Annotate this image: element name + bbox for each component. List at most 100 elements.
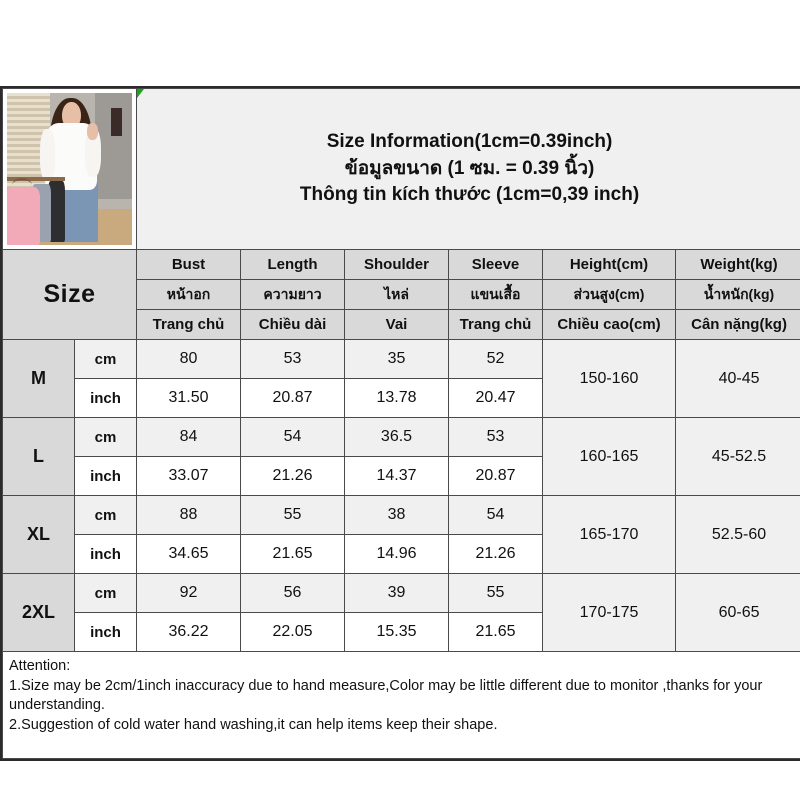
m-length-cm: 53	[240, 339, 345, 379]
header-weight-en: Weight(kg)	[674, 249, 800, 280]
title-line-vietnamese: Thông tin kích thước (1cm=0,39 inch)	[299, 184, 640, 206]
2xl-shoulder-cm: 39	[344, 573, 449, 613]
photo-hanger	[12, 178, 32, 192]
size-label-l: L	[2, 417, 75, 496]
unit-inch-l: inch	[74, 456, 137, 496]
header-bust-vi: Trang chủ	[136, 309, 241, 340]
product-photo	[7, 93, 132, 245]
m-height: 150-160	[542, 339, 676, 418]
unit-inch-2xl: inch	[74, 612, 137, 652]
unit-cm-2xl: cm	[74, 573, 137, 613]
title-line-english: Size Information(1cm=0.39inch)	[326, 130, 613, 152]
l-bust-inch: 33.07	[136, 456, 241, 496]
xl-bust-cm: 88	[136, 495, 241, 535]
table-row: L cm 84 54 36.5 53 160-165 45-52.5	[2, 417, 800, 496]
m-sleeve-cm: 52	[448, 339, 543, 379]
m-bust-cm: 80	[136, 339, 241, 379]
title-line-thai: ข้อมูลขนาด (1 ซม. = 0.39 นิ้ว)	[344, 157, 595, 179]
table-row: M cm 80 53 35 52 150-160 40-45	[2, 339, 800, 418]
photo-garment-black	[48, 181, 65, 242]
attention-heading: Attention:	[9, 658, 71, 674]
2xl-weight: 60-65	[674, 573, 800, 652]
size-label-xl: XL	[2, 495, 75, 574]
photo-model-jeans	[63, 181, 99, 242]
title-cell: Size Information(1cm=0.39inch) ข้อมูลขนา…	[135, 88, 800, 250]
xl-shoulder-inch: 14.96	[344, 534, 449, 574]
title-block: Size Information(1cm=0.39inch) ข้อมูลขนา…	[147, 129, 792, 210]
size-chart-frame: Size Information(1cm=0.39inch) ข้อมูลขนา…	[0, 86, 800, 761]
header-height-en: Height(cm)	[542, 249, 676, 280]
2xl-sleeve-inch: 21.65	[448, 612, 543, 652]
l-weight: 45-52.5	[674, 417, 800, 496]
header-bust-th: หน้าอก	[136, 279, 241, 310]
header-sleeve-th: แขนเสื้อ	[448, 279, 543, 310]
xl-length-inch: 21.65	[240, 534, 345, 574]
l-height: 160-165	[542, 417, 676, 496]
2xl-length-cm: 56	[240, 573, 345, 613]
header-weight-th: น้ำหนัก(kg)	[674, 279, 800, 310]
photo-clothing-rack	[7, 176, 65, 182]
table-row: inch 33.07 21.26 14.37 20.87	[3, 456, 800, 496]
2xl-shoulder-inch: 15.35	[344, 612, 449, 652]
l-shoulder-cm: 36.5	[344, 417, 449, 457]
photo-garment-pink	[7, 187, 40, 245]
photo-model-hand	[87, 123, 99, 141]
xl-weight: 52.5-60	[674, 495, 800, 574]
header-height-th: ส่วนสูง(cm)	[542, 279, 676, 310]
table-row: 2XL cm 92 56 39 55 170-175 60-65	[2, 573, 800, 652]
unit-cm-xl: cm	[74, 495, 137, 535]
attention-note-2: 2.Suggestion of cold water hand washing,…	[9, 717, 498, 734]
table-row: inch 34.65 21.65 14.96 21.26	[3, 534, 800, 574]
m-shoulder-inch: 13.78	[344, 378, 449, 418]
xl-sleeve-inch: 21.26	[448, 534, 543, 574]
size-table: Size Information(1cm=0.39inch) ข้อมูลขนา…	[1, 88, 800, 759]
unit-cm-l: cm	[74, 417, 137, 457]
size-label-m: M	[2, 339, 75, 418]
2xl-bust-cm: 92	[136, 573, 241, 613]
l-sleeve-cm: 53	[448, 417, 543, 457]
product-thumbnail-cell[interactable]	[2, 88, 137, 250]
l-shoulder-inch: 14.37	[344, 456, 449, 496]
header-length-th: ความยาว	[240, 279, 345, 310]
l-bust-cm: 84	[136, 417, 241, 457]
table-row: inch 31.50 20.87 13.78 20.47	[3, 378, 800, 418]
header-row-english: Size Bust Length Shoulder Sleeve Height(…	[2, 249, 800, 340]
xl-shoulder-cm: 38	[344, 495, 449, 535]
xl-length-cm: 55	[240, 495, 345, 535]
2xl-length-inch: 22.05	[240, 612, 345, 652]
m-length-inch: 20.87	[240, 378, 345, 418]
photo-model-face	[62, 102, 81, 130]
attention-note-1: 1.Size may be 2cm/1inch inaccuracy due t…	[9, 677, 763, 714]
unit-cm-m: cm	[74, 339, 137, 379]
photo-wall-frame	[110, 108, 122, 136]
unit-inch-m: inch	[74, 378, 137, 418]
2xl-sleeve-cm: 55	[448, 573, 543, 613]
attention-row: Attention: 1.Size may be 2cm/1inch inacc…	[1, 651, 800, 759]
xl-bust-inch: 34.65	[136, 534, 241, 574]
xl-height: 165-170	[542, 495, 676, 574]
m-shoulder-cm: 35	[344, 339, 449, 379]
l-sleeve-inch: 20.87	[448, 456, 543, 496]
m-sleeve-inch: 20.47	[448, 378, 543, 418]
l-length-inch: 21.26	[240, 456, 345, 496]
photo-model-left-sleeve	[39, 129, 55, 182]
header-shoulder-th: ไหล่	[344, 279, 449, 310]
attention-cell: Attention: 1.Size may be 2cm/1inch inacc…	[1, 651, 800, 759]
m-bust-inch: 31.50	[136, 378, 241, 418]
header-height-vi: Chiều cao(cm)	[542, 309, 676, 340]
header-sleeve-en: Sleeve	[448, 249, 543, 280]
header-shoulder-en: Shoulder	[344, 249, 449, 280]
header-length-vi: Chiều dài	[240, 309, 345, 340]
photo-model-right-sleeve	[84, 127, 101, 177]
l-length-cm: 54	[240, 417, 345, 457]
xl-sleeve-cm: 54	[448, 495, 543, 535]
table-row: XL cm 88 55 38 54 165-170 52.5-60	[2, 495, 800, 574]
title-band-row: Size Information(1cm=0.39inch) ข้อมูลขนา…	[2, 88, 800, 250]
header-length-en: Length	[240, 249, 345, 280]
green-corner-flag-icon	[137, 89, 144, 98]
header-shoulder-vi: Vai	[344, 309, 449, 340]
table-row: inch 36.22 22.05 15.35 21.65	[3, 612, 800, 652]
2xl-bust-inch: 36.22	[136, 612, 241, 652]
unit-inch-xl: inch	[74, 534, 137, 574]
